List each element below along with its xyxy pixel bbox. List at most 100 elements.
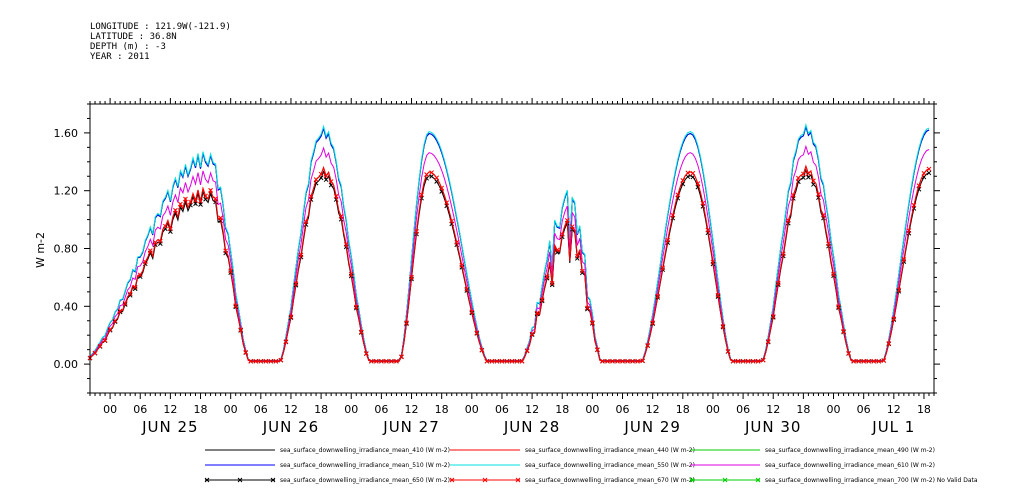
series-marker [685,174,691,180]
series-marker [630,358,635,364]
series-marker [519,358,525,364]
series-marker [911,202,917,208]
series-marker [811,178,816,184]
series-marker [358,329,364,335]
series-line [89,124,930,362]
series-marker [725,348,731,354]
series-marker [831,271,836,277]
series-marker [258,358,264,364]
series-marker [660,265,666,271]
series-marker [183,196,188,202]
x-tick-label: 18 [555,403,569,416]
series-marker [655,293,661,299]
series-marker [549,280,555,286]
series-marker [348,271,354,277]
x-tick-label: 00 [585,403,599,416]
legend-marker [449,477,455,483]
legend-label: sea_surface_downwelling_irradiance_mean_… [765,462,935,469]
series-marker [318,171,324,177]
series-marker [524,348,530,353]
series-marker [469,309,475,315]
x-tick-label: 00 [827,403,841,416]
series-marker [449,218,455,224]
day-label: JUN 29 [623,418,680,436]
series-marker [107,327,113,332]
series-marker [645,343,650,348]
series-marker [715,292,721,298]
series-marker [790,192,796,198]
series-marker [137,272,143,278]
series-marker [323,173,329,179]
series-marker [640,358,645,364]
y-tick-label: 0.80 [54,243,79,256]
series-marker [610,358,615,364]
series-marker [549,282,555,288]
series-marker [268,358,274,364]
legend-marker [689,477,695,483]
series-marker [484,358,490,364]
series-marker [695,181,701,186]
series-marker [851,358,856,364]
series-line [89,124,930,362]
series-marker [765,339,771,344]
series-marker [921,170,927,176]
series-marker [710,259,716,265]
series-marker [424,172,429,177]
plot-frame [89,103,935,394]
series-marker [333,193,339,199]
legend-label: sea_surface_downwelling_irradiance_mean_… [525,462,695,469]
series-marker [434,175,439,181]
series-marker [328,179,334,184]
series-marker [343,242,349,247]
series-marker [685,170,691,176]
series-marker [203,193,208,199]
legend-marker [722,477,728,483]
y-tick-label: 1.20 [54,185,79,198]
series-marker [600,358,605,364]
series-marker [806,171,811,176]
series-marker [650,320,656,326]
series-marker [399,354,404,360]
series-marker [248,358,254,364]
series-marker [283,339,289,344]
series-marker [208,187,213,193]
day-label: JUN 28 [503,418,560,436]
legend-marker [515,477,521,483]
series-marker [117,308,123,314]
x-tick-label: 00 [224,403,238,416]
series-marker [926,166,932,172]
series-marker [579,268,585,274]
depth-label: DEPTH (m) : -3 [90,42,166,52]
series-marker [404,320,409,326]
series-marker [173,207,178,213]
series-marker [368,358,374,364]
series-marker [579,270,585,276]
x-tick-label: 12 [284,403,298,416]
series-marker [620,358,625,364]
day-label: JUN 26 [262,418,319,436]
series-line [89,124,930,362]
x-tick-label: 18 [314,403,328,416]
series-marker [745,358,751,364]
series-marker [238,327,244,333]
series-marker [233,303,239,309]
series-marker [926,170,932,176]
series-marker [896,287,902,293]
series-marker [338,213,344,219]
series-marker [454,239,460,245]
day-label: JUL 1 [871,418,915,436]
series-marker [499,358,505,364]
legend-marker [755,477,761,483]
x-tick-label: 00 [344,403,358,416]
series-marker [876,358,882,364]
series-marker [891,316,897,322]
series-marker [384,358,389,364]
series-marker [288,314,294,320]
series-marker [569,224,575,229]
x-tick-label: 18 [796,403,810,416]
x-tick-label: 18 [194,403,208,416]
series-marker [690,170,696,176]
series-marker [263,358,269,364]
series-marker [816,191,821,197]
